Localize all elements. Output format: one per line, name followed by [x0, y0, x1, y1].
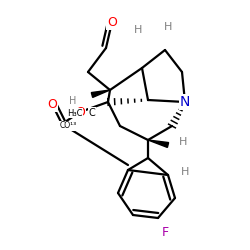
- Text: O: O: [107, 16, 117, 28]
- Text: F: F: [162, 226, 168, 238]
- Text: CO¹³: CO¹³: [60, 122, 76, 130]
- Text: N: N: [180, 95, 190, 109]
- Text: O: O: [47, 98, 57, 110]
- Text: H₃C: H₃C: [67, 108, 83, 118]
- Polygon shape: [148, 140, 169, 147]
- Text: H: H: [179, 137, 187, 147]
- Text: O: O: [75, 106, 85, 118]
- Text: H: H: [134, 25, 142, 35]
- Text: H: H: [181, 167, 189, 177]
- Polygon shape: [91, 90, 110, 98]
- Text: H: H: [69, 96, 77, 106]
- Text: C: C: [88, 108, 96, 118]
- Text: H: H: [164, 22, 172, 32]
